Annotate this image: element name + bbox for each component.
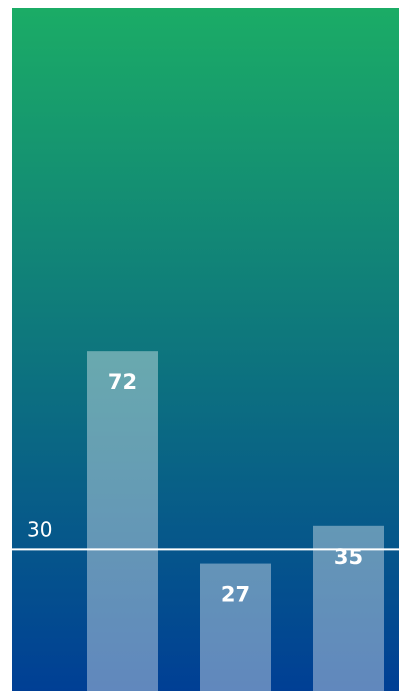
- bar-value-label-3: 35: [334, 545, 363, 569]
- bar-value-label-2: 27: [221, 583, 250, 607]
- bar-value-label-1: 72: [108, 370, 137, 394]
- bar-group: 72 27 35: [87, 351, 384, 691]
- bar-2: [200, 563, 271, 691]
- plot-background: [12, 8, 399, 691]
- reference-line-label: 30: [27, 517, 52, 541]
- bar-1: [87, 351, 158, 691]
- bar-3: [313, 525, 384, 691]
- reference-line-group: 30: [12, 517, 399, 551]
